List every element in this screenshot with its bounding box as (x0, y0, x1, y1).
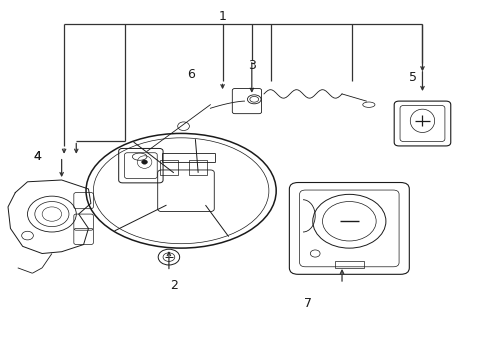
Text: 2: 2 (169, 279, 177, 292)
Text: 5: 5 (408, 71, 416, 84)
Text: 4: 4 (33, 150, 41, 163)
Bar (334, 261, 363, 268)
Circle shape (142, 160, 147, 164)
Text: 3: 3 (247, 59, 255, 72)
Text: 1: 1 (218, 10, 226, 23)
Text: 7: 7 (303, 297, 311, 310)
Bar (160, 160, 177, 175)
Text: 6: 6 (186, 68, 194, 81)
Text: 4: 4 (33, 150, 41, 163)
Bar (189, 160, 206, 175)
